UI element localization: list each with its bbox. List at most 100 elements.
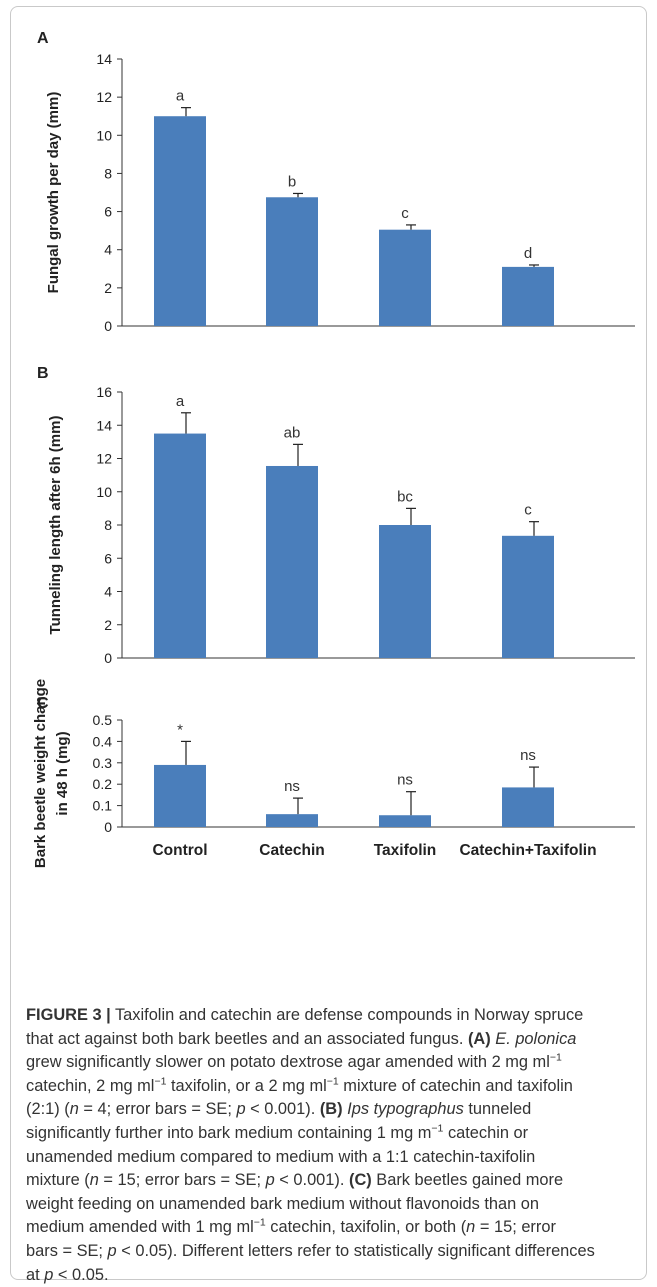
caption-fragment: < 0.001). <box>245 1100 320 1119</box>
bar-control <box>154 764 206 827</box>
caption-fragment: n <box>466 1218 476 1237</box>
caption-fragment: −1 <box>253 1216 266 1229</box>
bar-control <box>154 116 206 326</box>
caption-fragment: < 0.05. <box>53 1265 109 1284</box>
bar-taxifolin <box>379 525 431 658</box>
y-axis-label: Fungal growth per day (mm) <box>45 92 62 294</box>
caption-fragment: −1 <box>326 1075 339 1088</box>
significance-label: a <box>176 393 185 410</box>
caption-fragment: p <box>236 1100 246 1119</box>
caption-fragment: taxifolin, or a 2 mg ml <box>166 1076 327 1095</box>
caption-fragment: catechin, 2 mg ml <box>26 1076 155 1095</box>
y-tick-label: 8 <box>104 517 112 533</box>
caption-fragment: −1 <box>549 1051 562 1064</box>
significance-label: ns <box>520 747 536 764</box>
caption-fragment: Taxifolin and catechin are defense compo… <box>110 1006 584 1024</box>
caption-fragment: significantly further into bark medium c… <box>26 1123 432 1142</box>
y-tick-label: 0 <box>104 318 112 334</box>
caption-fragment: grew significantly slower on potato dext… <box>26 1053 550 1072</box>
caption-fragment: Bark beetles gained more <box>371 1171 564 1190</box>
bar-catechin-plus-taxifolin <box>502 787 554 827</box>
bar-taxifolin <box>379 229 431 326</box>
caption-fragment: Ips typographus <box>347 1100 464 1119</box>
y-tick-label: 14 <box>96 417 112 433</box>
panel-b: B 0 2 4 6 8 10 12 14 16 Tunneling length after 6h … <box>37 365 635 666</box>
significance-label: c <box>401 205 409 222</box>
caption-text: Taxifolin and catechin are defense compo… <box>26 1006 595 1284</box>
significance-label: d <box>524 245 532 262</box>
significance-label: ns <box>284 778 300 795</box>
y-tick-label: 8 <box>104 165 112 181</box>
x-category-labels: Control Catechin Taxifolin Catechin+Taxifol… <box>152 842 596 859</box>
significance-label: c <box>524 502 532 519</box>
significance-label: * <box>177 721 183 738</box>
y-tick-label: 10 <box>96 127 112 143</box>
y-tick-label: 0.1 <box>93 798 113 814</box>
y-tick-label: 0 <box>104 650 112 666</box>
y-tick-label: 4 <box>104 584 112 600</box>
bar-catechin <box>266 814 318 827</box>
y-tick-label: 14 <box>96 51 112 67</box>
significance-label: bc <box>397 488 413 505</box>
caption-fragment: E. polonica <box>495 1029 577 1048</box>
caption-fragment: mixture ( <box>26 1171 90 1190</box>
caption-fragment: < 0.05). Different letters refer to stat… <box>116 1241 595 1260</box>
y-tick-label: 0 <box>104 819 112 835</box>
caption-fragment: (B) <box>319 1100 343 1119</box>
x-tick-label: Control <box>152 842 207 859</box>
significance-label: ab <box>284 424 301 441</box>
y-tick-label: 2 <box>104 617 112 633</box>
caption-fragment: weight feeding on unamended bark medium … <box>26 1194 539 1213</box>
caption-fragment: tunneled <box>463 1100 532 1119</box>
caption-fragment: (A) <box>467 1029 491 1048</box>
bar-catechin <box>266 465 318 658</box>
bar-catechin-plus-taxifolin <box>502 535 554 658</box>
y-tick-label: 0.3 <box>93 755 113 771</box>
y-tick-label: 0.2 <box>93 776 113 792</box>
caption-fragment: p <box>44 1265 54 1284</box>
significance-label: a <box>176 88 185 105</box>
caption-fragment: unamended medium compared to medium with… <box>26 1147 536 1166</box>
y-tick-label: 12 <box>96 451 112 467</box>
y-tick-label: 16 <box>96 384 112 400</box>
x-tick-label: Catechin+Taxifolin <box>459 842 596 859</box>
y-tick-label: 12 <box>96 89 112 105</box>
caption-fragment: < 0.001). <box>274 1171 349 1190</box>
caption-fragment: −1 <box>154 1075 167 1088</box>
caption-fragment: (2:1) ( <box>26 1100 70 1119</box>
caption-fragment: catechin, taxifolin, or both ( <box>265 1218 467 1237</box>
y-tick-label: 0.5 <box>93 712 113 728</box>
figure-caption: FIGURE 3 | Taxifolin and catechin are de… <box>26 1004 638 1287</box>
caption-fragment: = 4; error bars = SE; <box>78 1100 237 1119</box>
caption-fragment: p <box>107 1241 117 1260</box>
y-tick-label: 6 <box>104 550 112 566</box>
caption-fragment: that act against both bark beetles and a… <box>26 1029 468 1048</box>
panel-a: A 0 2 4 6 8 10 12 14 Fungal growth per day (mm) a b… <box>37 30 635 334</box>
y-tick-label: 6 <box>104 204 112 220</box>
x-tick-label: Taxifolin <box>374 842 437 859</box>
y-tick-label: 4 <box>104 242 112 258</box>
bar-catechin-plus-taxifolin <box>502 266 554 326</box>
panel-c: C 0 0.1 0.2 0.3 0.4 0.5 Bark beetle weight chan… <box>32 679 635 868</box>
caption-fragment: medium amended with 1 mg ml <box>26 1218 254 1237</box>
caption-fragment: = 15; error <box>475 1218 556 1237</box>
y-tick-label: 2 <box>104 280 112 296</box>
bar-control <box>154 433 206 658</box>
bar-taxifolin <box>379 815 431 827</box>
y-axis-label: Tunneling length after 6h (mm) <box>47 416 64 635</box>
caption-label: FIGURE 3 | <box>26 1006 111 1024</box>
caption-fragment: at <box>26 1265 45 1284</box>
panel-label: C <box>37 695 49 712</box>
caption-fragment: mixture of catechin and taxifolin <box>338 1076 573 1095</box>
x-tick-label: Catechin <box>259 842 324 859</box>
significance-label: b <box>288 173 296 190</box>
significance-label: ns <box>397 772 413 789</box>
y-axis-label: in 48 h (mg) <box>54 731 71 815</box>
caption-fragment: −1 <box>431 1122 444 1135</box>
caption-fragment: = 15; error bars = SE; <box>98 1171 266 1190</box>
y-axis-label: Bark beetle weight change <box>32 679 49 868</box>
caption-fragment: bars = SE; <box>26 1241 108 1260</box>
y-tick-label: 0.4 <box>93 733 113 749</box>
caption-fragment: (C) <box>348 1171 372 1190</box>
